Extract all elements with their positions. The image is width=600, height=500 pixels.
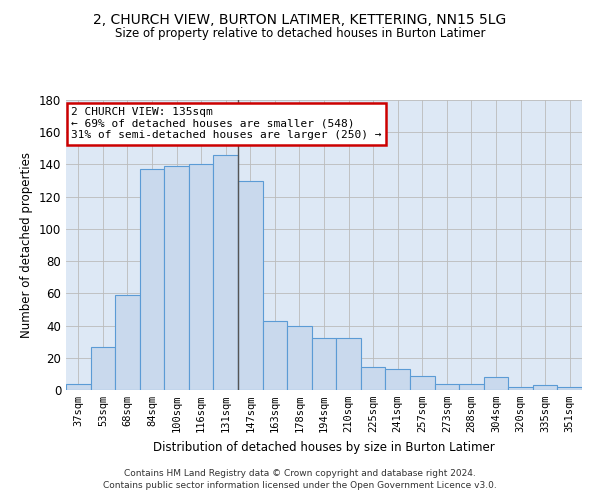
Bar [361, 368, 385, 390]
Bar [508, 387, 533, 390]
Text: Size of property relative to detached houses in Burton Latimer: Size of property relative to detached ho… [115, 28, 485, 40]
Bar [189, 164, 214, 390]
Bar [238, 180, 263, 390]
Bar [410, 376, 434, 390]
Bar [312, 338, 336, 390]
Bar [164, 166, 189, 390]
Text: 2 CHURCH VIEW: 135sqm
← 69% of detached houses are smaller (548)
31% of semi-det: 2 CHURCH VIEW: 135sqm ← 69% of detached … [71, 108, 382, 140]
Text: Contains public sector information licensed under the Open Government Licence v3: Contains public sector information licen… [103, 481, 497, 490]
Bar [434, 384, 459, 390]
Bar [557, 387, 582, 390]
Bar [140, 170, 164, 390]
Text: Contains HM Land Registry data © Crown copyright and database right 2024.: Contains HM Land Registry data © Crown c… [124, 468, 476, 477]
Y-axis label: Number of detached properties: Number of detached properties [20, 152, 33, 338]
Bar [336, 338, 361, 390]
Text: 2, CHURCH VIEW, BURTON LATIMER, KETTERING, NN15 5LG: 2, CHURCH VIEW, BURTON LATIMER, KETTERIN… [94, 12, 506, 26]
Bar [66, 384, 91, 390]
Bar [287, 326, 312, 390]
Bar [484, 377, 508, 390]
Bar [263, 320, 287, 390]
Bar [115, 295, 140, 390]
Bar [91, 346, 115, 390]
Bar [459, 384, 484, 390]
Bar [385, 369, 410, 390]
X-axis label: Distribution of detached houses by size in Burton Latimer: Distribution of detached houses by size … [153, 440, 495, 454]
Bar [214, 155, 238, 390]
Bar [533, 385, 557, 390]
